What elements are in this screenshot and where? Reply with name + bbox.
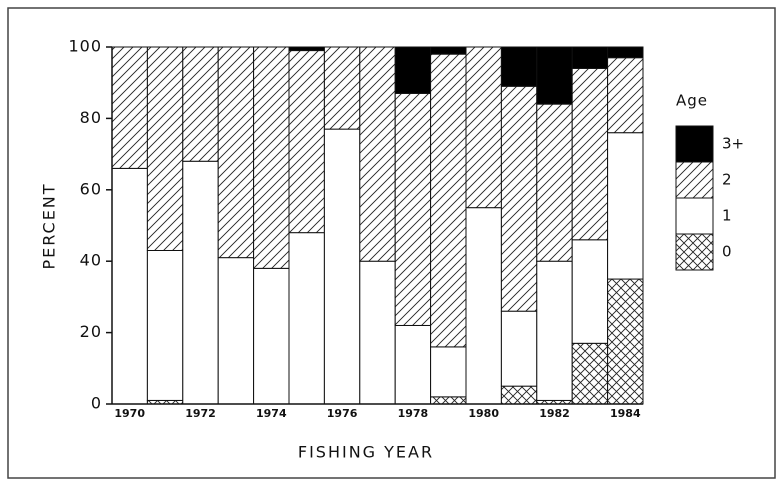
legend-swatch: [675, 161, 714, 199]
frame: [7, 7, 776, 479]
legend-label: 2: [722, 171, 732, 189]
bar-segment: [465, 46, 502, 209]
bar-segment: [571, 67, 609, 241]
bar-segment: [430, 53, 467, 348]
bar-segment: [571, 239, 609, 344]
bar-segment: [536, 103, 573, 262]
bar-segment: [607, 132, 644, 280]
bar-segment: [359, 46, 396, 262]
bar-segment: [359, 260, 396, 405]
bar-segment: [571, 46, 609, 69]
bar-segment: [500, 310, 538, 387]
bar-segment: [430, 46, 467, 55]
bar-segment: [253, 267, 290, 405]
bar-segment: [394, 92, 432, 326]
bar-segment: [288, 46, 325, 52]
bar-segment: [182, 160, 219, 405]
bar-segment: [111, 167, 148, 405]
legend-swatch: [675, 125, 714, 163]
y-tick-label: 80: [80, 108, 102, 127]
x-tick-label: 1982: [539, 407, 570, 420]
bar-segment: [182, 46, 219, 162]
x-tick-label: 1978: [398, 407, 429, 420]
x-tick-label: 1970: [114, 407, 145, 420]
legend-swatch: [675, 233, 714, 271]
bar-segment: [607, 46, 644, 59]
bar-segment: [323, 128, 361, 405]
bar-segment: [500, 85, 538, 312]
bar-segment: [146, 46, 184, 251]
legend-title: Age: [676, 92, 708, 110]
bar-segment: [111, 46, 148, 169]
bar-segment: [607, 57, 644, 134]
y-axis-label: PERCENT: [40, 182, 59, 269]
x-tick-label: 1980: [468, 407, 499, 420]
legend-label: 1: [722, 207, 732, 225]
bar-segment: [430, 346, 467, 398]
x-tick-label: 1976: [327, 407, 358, 420]
bar-segment: [288, 232, 325, 405]
y-tick-label: 0: [91, 394, 102, 413]
x-axis-label: FISHING YEAR: [298, 443, 434, 462]
bar-segment: [288, 50, 325, 234]
bar-segment: [536, 46, 573, 105]
legend-label: 3+: [722, 135, 744, 153]
y-tick-label: 100: [68, 37, 102, 56]
bar-segment: [253, 46, 290, 269]
bar-segment: [394, 324, 432, 405]
legend-label: 0: [722, 243, 732, 261]
bar-segment: [430, 396, 467, 405]
bar-segment: [500, 46, 538, 87]
x-tick-label: 1984: [610, 407, 641, 420]
bar-segment: [571, 342, 609, 405]
bar-segment: [394, 46, 432, 94]
y-tick-label: 20: [80, 322, 102, 341]
bar-segment: [500, 385, 538, 405]
x-tick-label: 1974: [256, 407, 287, 420]
bar-segment: [536, 260, 573, 401]
bar-segment: [146, 249, 184, 401]
y-tick-label: 40: [80, 251, 102, 270]
legend-swatch: [675, 197, 714, 235]
bar-segment: [217, 257, 255, 405]
bar-segment: [465, 207, 502, 405]
bar-segment: [217, 46, 255, 259]
bar-segment: [607, 278, 644, 405]
y-tick-label: 60: [80, 179, 102, 198]
bar-segment: [323, 46, 361, 130]
x-tick-label: 1972: [185, 407, 216, 420]
